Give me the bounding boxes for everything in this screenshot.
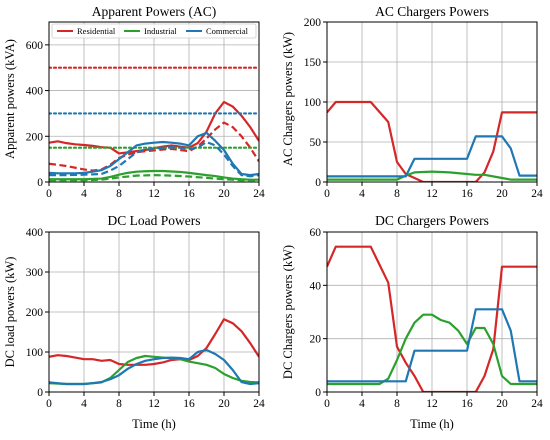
x-tick-label: 0 [46,398,52,410]
chart-dc-load: DC Load Powers DC load powers (kW) Time … [3,213,265,431]
chart-title: DC Chargers Powers [375,213,489,228]
y-tick-label: 0 [37,387,43,399]
x-tick-label: 16 [183,188,195,200]
x-tick-label: 24 [531,398,543,410]
chart-ac-chargers: AC Chargers Powers AC Chargers powers (k… [281,4,543,200]
series-line-residential-solid [327,100,537,182]
y-tick-label: 200 [304,17,322,29]
y-tick-label: 600 [26,40,44,52]
legend-label-residential: Residential [77,26,116,36]
x-tick-label: 4 [81,398,87,410]
legend-label-industrial: Industrial [144,26,177,36]
x-tick-label: 20 [496,188,508,200]
series-line-industrial-dashed [49,174,259,182]
x-tick-label: 8 [116,398,122,410]
series-line-commercial-dashed [49,140,259,178]
y-tick-label: 200 [26,131,44,143]
legend-box [51,23,257,39]
series-line-industrial-solid [327,313,537,386]
x-tick-label: 16 [461,188,473,200]
legend-label-commercial: Commercial [206,26,249,36]
chart-dc-chargers: DC Chargers Powers DC Chargers powers (k… [281,213,543,431]
series-line-commercial-solid [327,135,537,178]
series-line-commercial-solid [327,308,537,383]
x-axis-label: Time (h) [132,417,176,431]
y-tick-label: 400 [26,227,44,239]
series-line-commercial-solid [49,348,259,386]
y-tick-label: 20 [310,334,322,346]
x-tick-label: 24 [253,398,265,410]
y-tick-label: 50 [310,137,322,149]
x-tick-label: 20 [496,398,508,410]
y-tick-label: 400 [26,86,44,98]
series-line-residential-solid [327,245,537,392]
y-tick-label: 0 [315,387,321,399]
x-tick-label: 8 [394,398,400,410]
series-line-residential-solid [49,318,259,366]
x-tick-label: 12 [426,398,438,410]
series-line-residential-dashed [49,121,259,172]
x-tick-label: 4 [81,188,87,200]
x-tick-label: 12 [148,188,160,200]
y-tick-label: 60 [310,227,322,239]
y-tick-label: 100 [26,347,44,359]
x-tick-label: 24 [253,188,265,200]
chart-title: DC Load Powers [108,213,201,228]
y-tick-label: 0 [315,177,321,189]
y-tick-label: 300 [26,267,44,279]
legend: Residential Industrial Commercial [51,23,257,39]
x-tick-label: 24 [531,188,543,200]
y-tick-label: 0 [37,177,43,189]
y-tick-label: 150 [304,57,322,69]
series-line-industrial-solid [49,169,259,181]
x-tick-label: 0 [324,398,330,410]
x-tick-label: 20 [218,398,230,410]
x-tick-label: 4 [359,188,365,200]
x-tick-label: 8 [116,188,122,200]
x-axis-label: Time (h) [410,417,454,431]
x-tick-label: 16 [183,398,195,410]
y-tick-label: 40 [310,280,322,292]
x-tick-label: 16 [461,398,473,410]
chart-title: AC Chargers Powers [375,4,489,19]
x-tick-label: 0 [324,188,330,200]
x-tick-label: 12 [148,398,160,410]
x-tick-label: 20 [218,188,230,200]
y-tick-label: 200 [26,307,44,319]
y-axis-label: DC Chargers powers (kW) [281,245,295,379]
y-axis-label: Apparent powers (kVA) [3,39,17,159]
y-axis-label: DC load powers (kW) [3,257,17,368]
x-tick-label: 4 [359,398,365,410]
x-tick-label: 0 [46,188,52,200]
y-tick-label: 100 [304,97,322,109]
x-tick-label: 8 [394,188,400,200]
y-axis-label: AC Chargers powers (kW) [281,32,295,166]
x-tick-label: 12 [426,188,438,200]
chart-title: Apparent Powers (AC) [92,4,216,19]
series-line-commercial-solid [49,131,259,177]
chart-apparent-powers: Apparent Powers (AC) Apparent powers (kV… [3,4,265,200]
